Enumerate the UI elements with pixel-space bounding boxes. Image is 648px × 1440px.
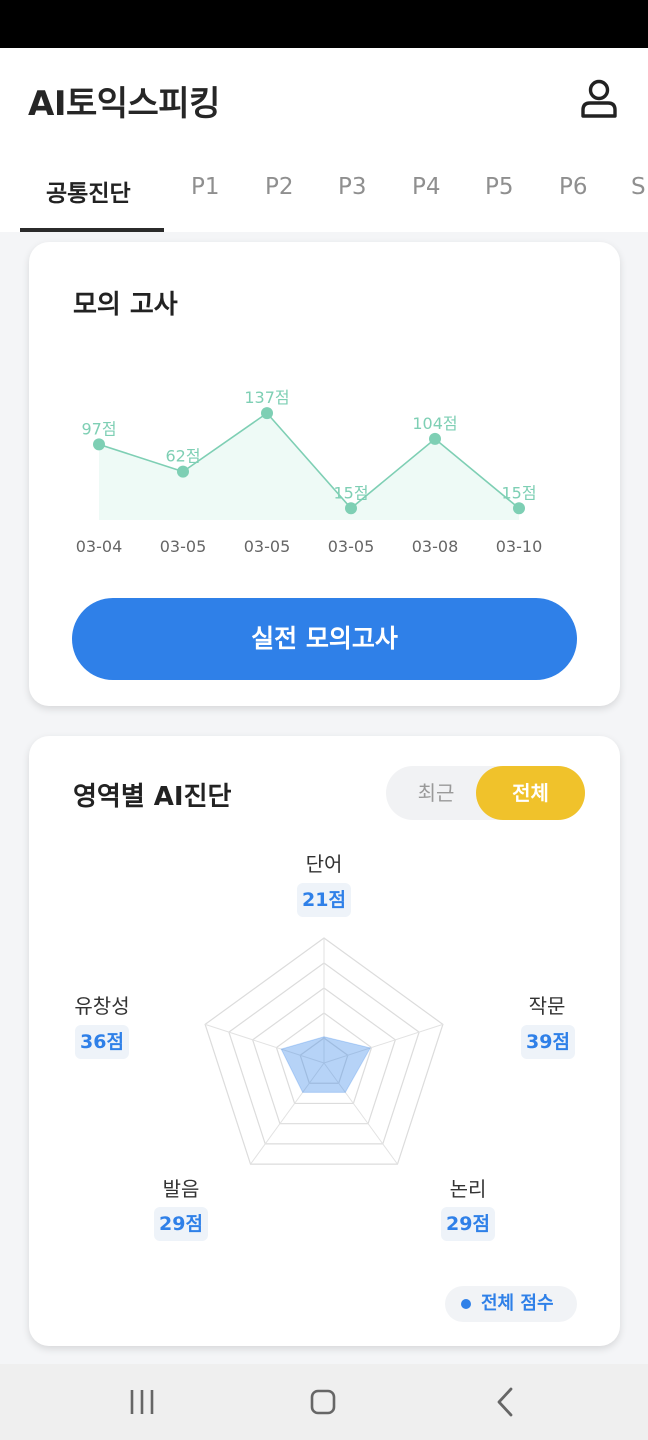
tab-indicator bbox=[20, 228, 164, 232]
chart-value-label: 62점 bbox=[165, 447, 200, 466]
mock-exam-card: 모의 고사 97점 03-04 62점 03-05 137점 03-05 15점 03-05 1… bbox=[29, 242, 620, 706]
radar-axis-line bbox=[323, 1062, 398, 1165]
app-bar: AI토익스피킹 bbox=[0, 48, 648, 152]
tab-p6[interactable]: P6 bbox=[559, 174, 588, 200]
status-bar bbox=[0, 0, 648, 48]
chart-point bbox=[429, 432, 441, 445]
toggle-all[interactable]: 전체 bbox=[476, 766, 585, 820]
user-icon[interactable] bbox=[576, 76, 622, 122]
chart-value-label: 15점 bbox=[501, 483, 536, 502]
axis-label-logic: 논리 bbox=[449, 1177, 487, 1201]
radar-grid-ring bbox=[251, 987, 397, 1125]
radar-axis-line bbox=[204, 1023, 325, 1064]
radar-grid-ring bbox=[228, 962, 420, 1145]
chart-x-tick-label: 03-05 bbox=[160, 537, 207, 556]
radar-grid-ring bbox=[204, 937, 444, 1165]
back-icon[interactable] bbox=[481, 1378, 529, 1426]
tab-p4[interactable]: P4 bbox=[412, 174, 441, 200]
mock-exam-score-chart: 97점 03-04 62점 03-05 137점 03-05 15점 03-05 104점 03-… bbox=[76, 388, 543, 556]
radar-value-area bbox=[280, 1036, 372, 1093]
app-title: AI토익스피킹 bbox=[28, 84, 220, 124]
area-diagnosis-title: 영역별 AI진단 bbox=[73, 782, 232, 812]
chart-point bbox=[261, 407, 273, 420]
chart-x-tick-label: 03-05 bbox=[244, 537, 291, 556]
tab-p3[interactable]: P3 bbox=[338, 174, 367, 200]
chart-x-tick-label: 03-10 bbox=[496, 537, 543, 556]
tab-s[interactable]: S bbox=[631, 174, 646, 200]
chart-value-label: 97점 bbox=[81, 419, 116, 438]
legend-dot bbox=[461, 1299, 471, 1309]
recent-apps-icon[interactable] bbox=[118, 1378, 166, 1426]
axis-score-fluency: 36점 bbox=[75, 1025, 129, 1059]
chart-point bbox=[345, 502, 357, 515]
chart-value-label: 104점 bbox=[412, 414, 457, 433]
radar-grid-ring bbox=[299, 1037, 349, 1084]
radar-axis-line bbox=[250, 1062, 325, 1165]
chart-area-fill bbox=[99, 413, 519, 520]
chart-x-tick-label: 03-05 bbox=[328, 537, 375, 556]
period-toggle: 최근 전체 bbox=[386, 766, 585, 820]
axis-score-pronunciation: 29점 bbox=[154, 1207, 208, 1241]
chart-point bbox=[93, 438, 105, 451]
area-radar-chart bbox=[204, 937, 444, 1165]
tab-p2[interactable]: P2 bbox=[265, 174, 294, 200]
radar-axis-line bbox=[323, 1023, 444, 1064]
axis-score-logic: 29점 bbox=[441, 1207, 495, 1241]
legend-label: 전체 점수 bbox=[481, 1293, 554, 1314]
axis-score-writing: 39점 bbox=[521, 1025, 575, 1059]
axis-label-vocabulary: 단어 bbox=[305, 852, 343, 876]
chart-line bbox=[98, 412, 520, 510]
axis-label-pronunciation: 발음 bbox=[162, 1177, 200, 1201]
mock-exam-title: 모의 고사 bbox=[73, 290, 178, 320]
chart-legend: 전체 점수 bbox=[445, 1286, 577, 1322]
axis-score-vocabulary: 21점 bbox=[297, 883, 351, 917]
tab-common-diagnosis[interactable]: 공통진단 bbox=[46, 181, 131, 207]
chart-x-tick-label: 03-08 bbox=[412, 537, 459, 556]
area-diagnosis-card: 영역별 AI진단 최근 전체 단어 21점 작문 39점 논리 29점 발음 2… bbox=[29, 736, 620, 1346]
home-icon[interactable] bbox=[299, 1378, 347, 1426]
radar-grid-ring bbox=[275, 1012, 373, 1105]
chart-point bbox=[177, 465, 189, 478]
tab-p5[interactable]: P5 bbox=[485, 174, 514, 200]
axis-label-fluency: 유창성 bbox=[74, 994, 130, 1018]
chart-point bbox=[513, 502, 525, 515]
toggle-recent[interactable]: 최근 bbox=[417, 781, 455, 805]
axis-label-writing: 작문 bbox=[528, 994, 566, 1018]
practice-mock-exam-button[interactable]: 실전 모의고사 bbox=[72, 598, 577, 680]
system-nav-bar bbox=[0, 1364, 648, 1440]
tab-bar: 공통진단 P1 P2 P3 P4 P5 P6 S bbox=[0, 152, 648, 232]
chart-x-tick-label: 03-04 bbox=[76, 537, 123, 556]
chart-value-label: 15점 bbox=[333, 483, 368, 502]
chart-value-label: 137점 bbox=[244, 388, 289, 407]
tab-p1[interactable]: P1 bbox=[191, 174, 220, 200]
